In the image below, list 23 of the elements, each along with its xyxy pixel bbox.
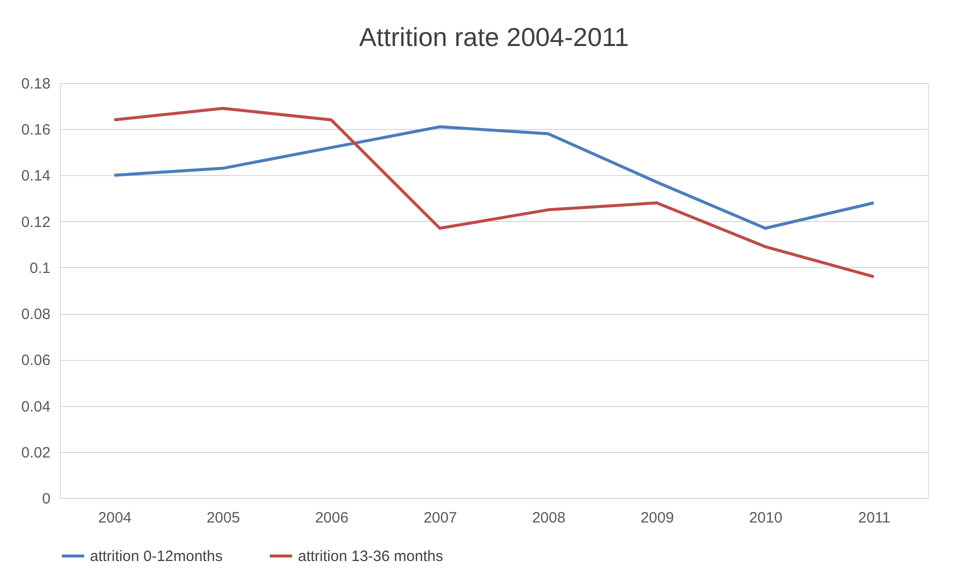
y-tick-label: 0.1: [30, 260, 50, 277]
y-tick-label: 0.18: [21, 76, 50, 92]
x-tick-label: 2010: [749, 510, 782, 526]
x-tick-label: 2009: [640, 510, 674, 526]
y-tick-label: 0.14: [21, 168, 50, 185]
x-tick-label: 2005: [206, 510, 240, 526]
line-series: [112, 106, 876, 278]
x-tick-label: 2011: [858, 510, 890, 526]
line-series: [112, 125, 876, 230]
y-tick-label: 0.08: [21, 306, 50, 324]
legend-label: attrition 0-12months: [90, 548, 223, 565]
y-tick-label: 0.16: [21, 122, 50, 139]
x-tick-label: 2007: [424, 510, 457, 526]
x-tick-label: 2008: [532, 510, 566, 526]
y-tick-label: 0.04: [21, 398, 50, 416]
x-tick-label: 2004: [98, 510, 132, 526]
x-tick-label: 2006: [315, 510, 348, 526]
chart-title: Attrition rate 2004-2011: [359, 22, 629, 52]
y-tick-label: 0: [42, 490, 50, 508]
y-tick-label: 0.12: [21, 214, 50, 231]
legend-label: attrition 13-36 months: [298, 548, 444, 565]
y-tick-label: 0.02: [21, 444, 50, 462]
y-tick-label: 0.06: [21, 352, 50, 370]
